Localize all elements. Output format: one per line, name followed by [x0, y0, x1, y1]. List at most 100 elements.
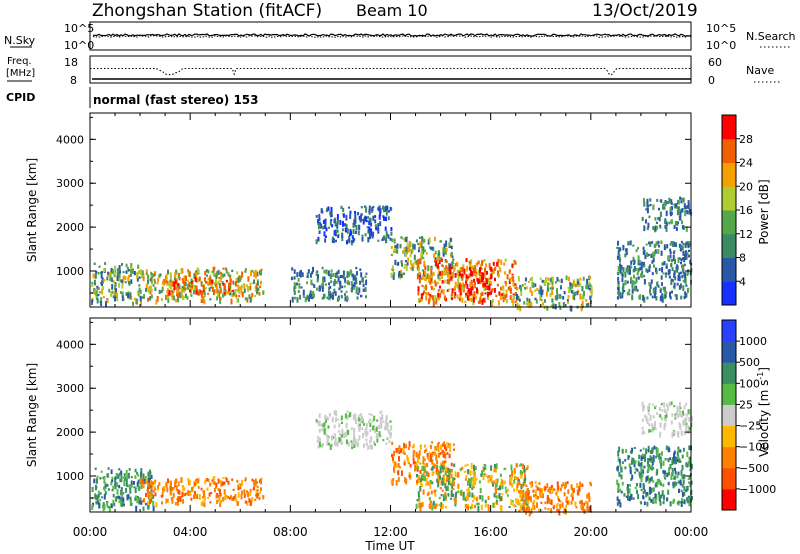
echo-cell — [122, 497, 125, 502]
echo-cell — [646, 252, 648, 257]
echo-cell — [464, 503, 467, 508]
echo-cell — [441, 449, 444, 454]
echo-cell — [325, 227, 328, 232]
echo-cell — [460, 489, 463, 495]
echo-cell — [108, 288, 111, 293]
echo-cell — [484, 503, 487, 508]
echo-cell — [372, 205, 375, 208]
echo-cell — [352, 275, 355, 281]
echo-cell — [673, 455, 676, 461]
echo-cell — [117, 271, 120, 276]
echo-cell — [661, 282, 663, 286]
echo-cell — [234, 289, 237, 295]
echo-cell — [418, 502, 421, 509]
echo-cell — [204, 277, 207, 282]
echo-cell — [357, 230, 360, 236]
echo-cell — [650, 476, 653, 481]
echo-cell — [180, 287, 183, 294]
echo-cell — [318, 439, 321, 445]
echo-cell — [222, 476, 225, 479]
echo-cell — [520, 463, 523, 467]
echo-cell — [577, 486, 580, 489]
echo-cell — [430, 286, 433, 291]
echo-cell — [118, 484, 121, 489]
echo-cell — [427, 472, 430, 478]
echo-cell — [440, 444, 442, 451]
echo-cell — [396, 249, 399, 254]
echo-cell — [357, 423, 360, 428]
echo-cell — [344, 434, 346, 437]
echo-cell — [558, 498, 560, 502]
echo-cell — [227, 480, 230, 485]
echo-cell — [377, 207, 380, 211]
echo-cell — [464, 294, 467, 298]
echo-cell — [408, 441, 411, 447]
echo-cell — [642, 456, 645, 460]
echo-cell — [586, 501, 589, 508]
echo-cell — [685, 206, 688, 210]
echo-cell — [442, 496, 445, 502]
echo-cell — [448, 288, 451, 291]
echo-cell — [530, 508, 533, 513]
echo-cell — [523, 465, 526, 469]
echo-cell — [660, 466, 663, 469]
echo-cell — [339, 275, 342, 279]
echo-cell — [445, 265, 448, 270]
echo-cell — [140, 478, 143, 484]
echo-cell — [570, 486, 573, 491]
echo-cell — [315, 239, 318, 245]
echo-cell — [633, 262, 636, 265]
echo-cell — [418, 450, 421, 456]
echo-cell — [252, 281, 255, 284]
echo-cell — [653, 445, 656, 450]
echo-cell — [423, 466, 426, 472]
echo-cell — [138, 284, 141, 287]
time-tick-label: 20:00 — [574, 525, 609, 539]
echo-cell — [459, 286, 462, 290]
echo-cell — [354, 438, 357, 443]
echo-cell — [336, 219, 339, 224]
echo-cell — [616, 246, 619, 249]
echo-cell — [639, 449, 642, 452]
echo-cell — [652, 252, 655, 258]
echo-cell — [213, 281, 216, 286]
echo-cell — [172, 487, 175, 490]
echo-cell — [453, 497, 456, 502]
echo-cell — [370, 436, 373, 440]
echo-cell — [654, 290, 657, 295]
echo-cell — [621, 286, 624, 292]
echo-cell — [123, 473, 126, 477]
echo-cell — [660, 462, 663, 467]
echo-cell — [223, 293, 226, 297]
echo-cell — [438, 470, 441, 476]
echo-cell — [470, 281, 473, 286]
echo-cell — [405, 236, 408, 239]
echo-cell — [380, 423, 383, 429]
echo-cell — [197, 485, 200, 489]
echo-cell — [422, 461, 425, 465]
echo-cell — [375, 433, 378, 439]
echo-cell — [677, 455, 680, 460]
echo-cell — [646, 206, 649, 209]
echo-cell — [525, 467, 528, 470]
echo-cell — [680, 240, 683, 244]
echo-cell — [240, 289, 243, 295]
echo-cell — [515, 476, 518, 480]
echo-cell — [331, 443, 334, 448]
echo-cell — [479, 297, 482, 303]
echo-cell — [439, 259, 442, 262]
echo-cell — [100, 282, 103, 285]
echo-cell — [449, 446, 452, 452]
echo-cell — [638, 261, 641, 265]
echo-cell — [345, 439, 348, 445]
echo-cell — [106, 298, 109, 304]
echo-cell — [494, 266, 497, 271]
echo-cell — [100, 297, 103, 301]
echo-cell — [445, 479, 448, 483]
echo-cell — [684, 272, 686, 279]
echo-cell — [388, 439, 391, 444]
echo-cell — [374, 215, 377, 218]
echo-cell — [682, 501, 685, 504]
echo-cell — [527, 500, 530, 505]
echo-cell — [352, 414, 355, 421]
